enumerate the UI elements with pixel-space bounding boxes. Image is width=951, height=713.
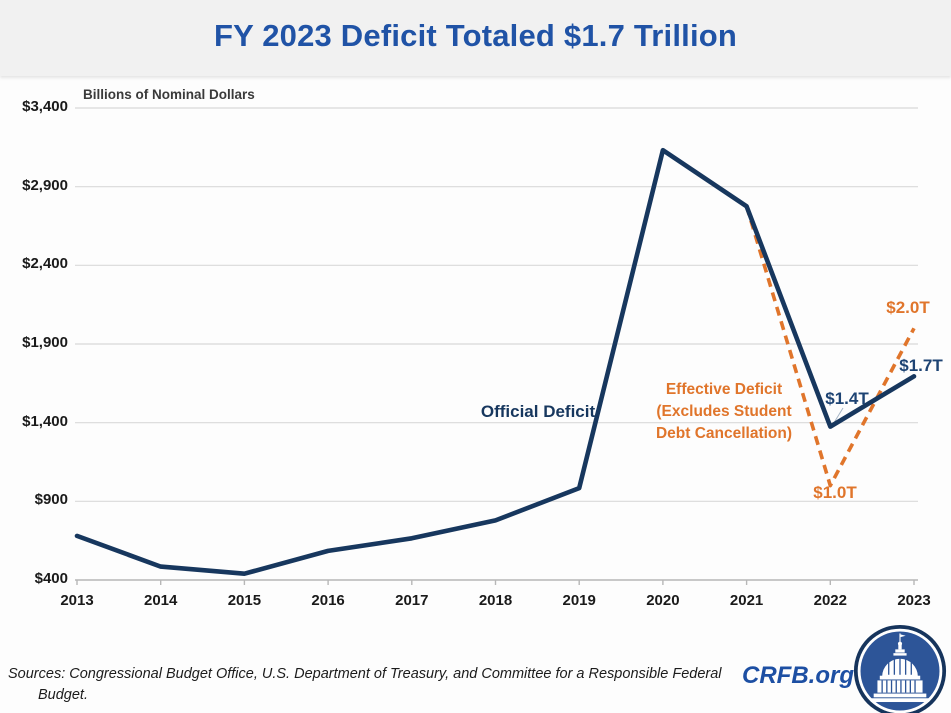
x-axis-label: 2023 [897, 592, 931, 609]
x-axis-label: 2014 [144, 592, 178, 609]
value-label-1-7t: $1.7T [899, 356, 943, 375]
y-axis-label: $3,400 [22, 98, 68, 115]
value-label-1-0t: $1.0T [813, 483, 857, 502]
x-axis-label: 2019 [562, 592, 596, 609]
x-axis-label: 2020 [646, 592, 680, 609]
series-line-effective-deficit [744, 205, 916, 488]
title-bar: FY 2023 Deficit Totaled $1.7 Trillion [0, 0, 951, 76]
y-axis-label: $900 [34, 491, 68, 509]
y-axis-label: $400 [34, 570, 68, 587]
x-axis-label: 2022 [813, 592, 847, 609]
chart-title: FY 2023 Deficit Totaled $1.7 Trillion [213, 18, 738, 53]
x-axis-label: 2016 [311, 592, 345, 609]
x-axis-label: 2015 [227, 592, 262, 609]
value-label-2-0t: $2.0T [886, 298, 930, 317]
y-axis-label: $2,400 [22, 255, 68, 273]
crfb-link[interactable]: CRFB.org [742, 662, 854, 689]
crfb-capitol-logo [853, 624, 947, 713]
x-axis-label: 2021 [729, 592, 764, 609]
x-axis-label: 2018 [478, 592, 513, 609]
x-axis-label: 2017 [395, 592, 429, 609]
axis-unit-label: Billions of Nominal Dollars [83, 87, 255, 102]
value-label-1-4t: $1.4T [825, 389, 869, 408]
sources-note: Sources: Congressional Budget Office, U.… [8, 666, 722, 703]
series-line-official-deficit [74, 147, 917, 577]
x-axis-label: 2013 [60, 592, 94, 609]
y-axis-label: $2,900 [22, 176, 68, 194]
capitol-columns [881, 657, 916, 693]
y-axis-label: $1,900 [22, 334, 68, 351]
effective-deficit-label: Effective Deficit (Excludes Student Debt C… [655, 381, 793, 442]
y-axis-label: $1,400 [22, 412, 68, 430]
official-deficit-label: Official Deficit [480, 401, 596, 421]
